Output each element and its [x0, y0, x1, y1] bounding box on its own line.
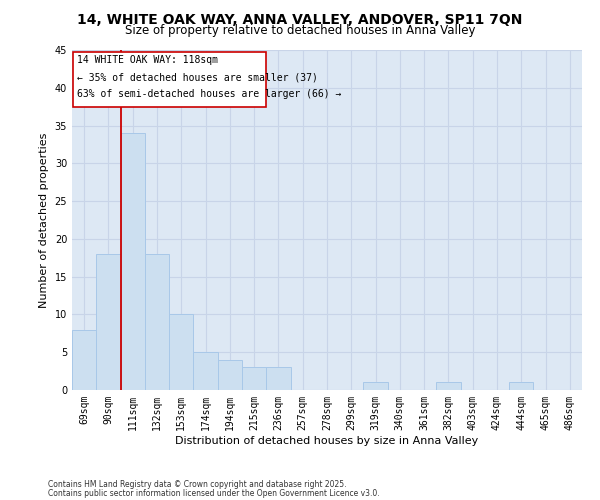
Bar	[121, 133, 145, 390]
Text: Size of property relative to detached houses in Anna Valley: Size of property relative to detached ho…	[125, 24, 475, 37]
X-axis label: Distribution of detached houses by size in Anna Valley: Distribution of detached houses by size …	[175, 436, 479, 446]
Text: 14, WHITE OAK WAY, ANNA VALLEY, ANDOVER, SP11 7QN: 14, WHITE OAK WAY, ANNA VALLEY, ANDOVER,…	[77, 12, 523, 26]
Text: Contains HM Land Registry data © Crown copyright and database right 2025.: Contains HM Land Registry data © Crown c…	[48, 480, 347, 489]
Bar	[145, 254, 169, 390]
Text: 14 WHITE OAK WAY: 118sqm: 14 WHITE OAK WAY: 118sqm	[77, 56, 218, 66]
Bar	[218, 360, 242, 390]
Bar	[364, 382, 388, 390]
Bar	[96, 254, 121, 390]
Text: ← 35% of detached houses are smaller (37): ← 35% of detached houses are smaller (37…	[77, 72, 318, 83]
Bar	[72, 330, 96, 390]
Bar	[266, 368, 290, 390]
Bar	[169, 314, 193, 390]
Text: Contains public sector information licensed under the Open Government Licence v3: Contains public sector information licen…	[48, 489, 380, 498]
Text: 63% of semi-detached houses are larger (66) →: 63% of semi-detached houses are larger (…	[77, 90, 341, 100]
Y-axis label: Number of detached properties: Number of detached properties	[39, 132, 49, 308]
Bar	[509, 382, 533, 390]
Bar	[193, 352, 218, 390]
FancyBboxPatch shape	[73, 52, 266, 106]
Bar	[436, 382, 461, 390]
Bar	[242, 368, 266, 390]
